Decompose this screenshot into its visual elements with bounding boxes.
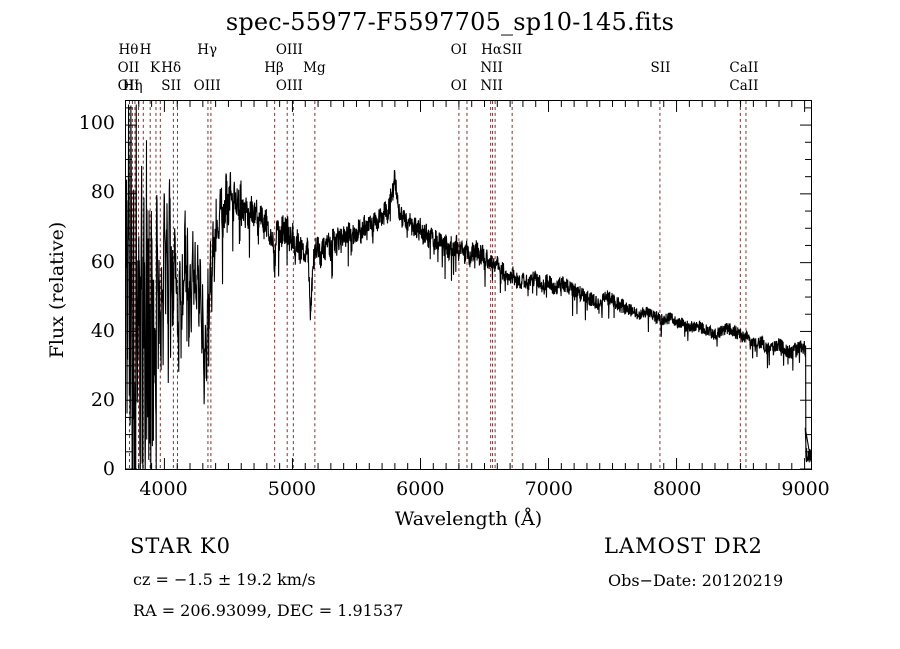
- spectral-line-label: NII: [480, 60, 503, 76]
- spectrum-plot-area: [125, 100, 812, 470]
- spectral-line-label: OI: [450, 78, 468, 94]
- x-axis-title: Wavelength (Å): [394, 508, 543, 530]
- spectral-line-label: Hθ: [118, 42, 139, 58]
- spectrum-trace: [126, 104, 811, 469]
- spectral-line-label: SII: [650, 60, 671, 76]
- object-class-label: STAR K0: [130, 534, 231, 558]
- obs-date-label: Obs−Date: 20120219: [608, 571, 784, 590]
- spectral-line-label: Mg: [303, 60, 326, 76]
- spectral-line-label: H: [139, 42, 152, 58]
- x-tick-label: 7000: [524, 478, 573, 500]
- page-title: spec-55977-F5597705_sp10-145.fits: [225, 8, 675, 36]
- coordinates-label: RA = 206.93099, DEC = 1.91537: [133, 601, 404, 620]
- y-tick-label: 0: [102, 458, 115, 480]
- spectral-line-label: Hη: [122, 78, 143, 94]
- y-tick-label: 100: [78, 112, 115, 135]
- x-tick-label: 9000: [781, 478, 830, 500]
- spectrum-svg: [126, 101, 811, 469]
- spectral-line-label: OIII: [275, 42, 303, 58]
- spectral-line-label: Hδ: [161, 60, 182, 76]
- spectral-line-label: OIII: [275, 78, 303, 94]
- y-tick-label: 60: [90, 250, 115, 273]
- x-tick-label: 5000: [267, 478, 317, 500]
- y-tick-label: 40: [90, 319, 115, 342]
- spectral-line-label: SII: [502, 42, 523, 58]
- redshift-velocity-label: cz = −1.5 ± 19.2 km/s: [133, 570, 316, 589]
- spectral-line-label: SII: [161, 78, 182, 94]
- spectral-line-label: Hγ: [197, 42, 218, 58]
- spectral-line-label: CaII: [729, 78, 759, 94]
- y-tick-label: 20: [90, 388, 115, 411]
- spectral-line-label: OI: [450, 42, 468, 58]
- x-tick-label: 8000: [652, 478, 702, 500]
- y-tick-label: 80: [90, 181, 115, 204]
- spectral-line-label-band: Hθ OII OII Hη H K Hδ SII Hγ OIII Hβ OIII OIII Mg OI OI H…: [0, 42, 900, 102]
- survey-label: LAMOST DR2: [604, 534, 763, 558]
- spectral-line-label: Hα: [481, 42, 503, 58]
- spectral-line-label: Hβ: [264, 60, 284, 76]
- spectral-line-label: OII: [117, 60, 140, 76]
- spectral-line-label: NII: [480, 78, 503, 94]
- x-tick-label: 4000: [139, 478, 188, 500]
- spectral-line-label: CaII: [729, 60, 759, 76]
- spectral-line-label: K: [150, 60, 161, 76]
- spectral-line-label: OIII: [193, 78, 221, 94]
- spectral-line-label: OII: [117, 78, 140, 94]
- x-tick-label: 6000: [396, 478, 445, 500]
- inner-axis-ticks: [126, 101, 811, 469]
- spectral-marker-lines: [128, 101, 747, 469]
